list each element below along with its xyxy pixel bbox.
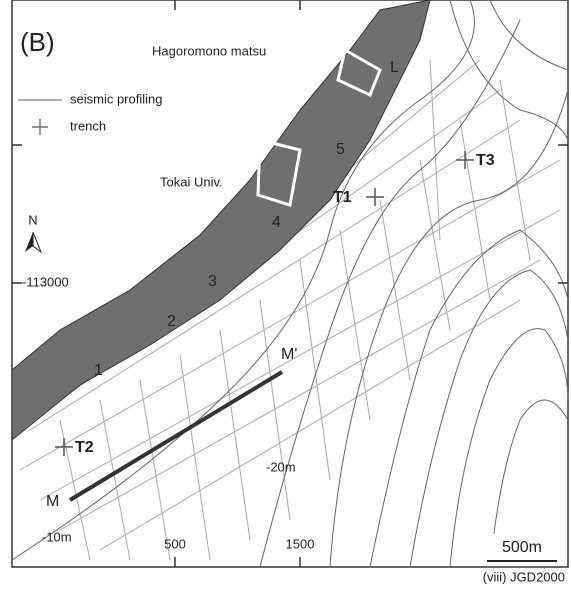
profile-line — [68, 370, 284, 502]
grid-ticks — [12, 0, 568, 567]
segment-label: 1 — [94, 362, 103, 379]
contours — [11, 0, 569, 568]
land — [11, 0, 431, 442]
grid-label: -113000 — [22, 274, 69, 289]
profile-label: M — [46, 493, 59, 510]
segment-label: 2 — [167, 313, 176, 330]
panel-label: (B) — [20, 27, 55, 57]
profile-label: M' — [281, 346, 297, 363]
site-outline — [256, 47, 382, 207]
caption: (viii) JGD2000 — [483, 569, 565, 584]
trench-label: T2 — [75, 439, 94, 456]
contour-label: -20m — [266, 459, 296, 474]
north-label: N — [28, 212, 37, 227]
grid-label: 1500 — [286, 536, 315, 551]
map-frame — [11, 0, 569, 568]
trench-label: T1 — [333, 189, 352, 206]
segment-label: 4 — [272, 214, 281, 231]
trench-marker — [55, 151, 474, 456]
segment-label: 3 — [208, 273, 217, 290]
legend-label: seismic profiling — [70, 91, 162, 106]
contour-label: -10m — [42, 529, 72, 544]
segment-label: 5 — [336, 141, 345, 158]
north-arrow — [32, 231, 43, 254]
legend-label: trench — [70, 118, 106, 133]
grid-label: 500 — [164, 536, 186, 551]
place-label: Tokai Univ. — [160, 174, 223, 189]
segment-label: L — [390, 59, 399, 76]
place-label: Hagoromono matsu — [152, 43, 266, 58]
north-arrow — [25, 232, 33, 252]
seismic-lines — [19, 59, 561, 561]
scale-label: 500m — [502, 539, 542, 556]
legend-cross — [32, 119, 48, 135]
trench-label: T3 — [476, 152, 495, 169]
